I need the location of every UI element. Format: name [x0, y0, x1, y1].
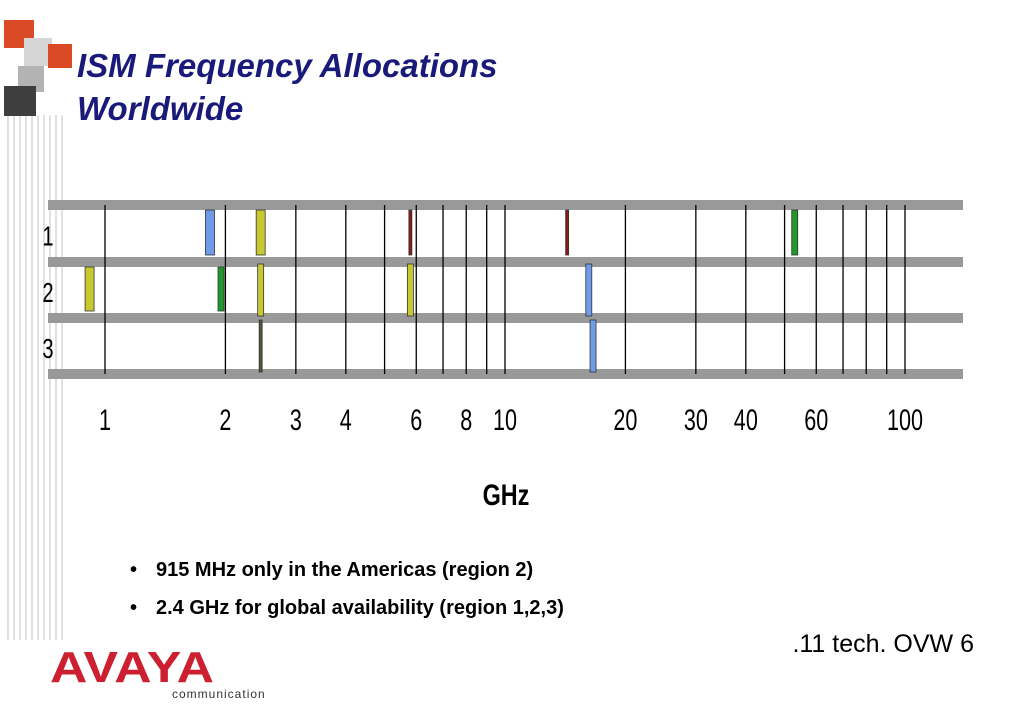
- allocation-region1-5.8ghz: [408, 209, 413, 256]
- tick-label-40: 40: [734, 402, 758, 436]
- allocation-region2-1.95ghz: [217, 266, 225, 312]
- logo-wordmark: AVAYA: [50, 646, 214, 692]
- tick-label-2: 2: [219, 402, 231, 436]
- region-label-2: 2: [42, 278, 53, 309]
- decor-square-lightgrey: [24, 38, 52, 66]
- allocation-region2-16.2ghz: [585, 263, 593, 317]
- axis-label-ghz: GHz: [483, 478, 530, 511]
- bullet-item: 915 MHz only in the Americas (region 2): [128, 556, 564, 594]
- allocation-region2-2.45ghz: [257, 263, 265, 317]
- frequency-gridlines: [104, 205, 906, 374]
- tick-label-6: 6: [410, 402, 422, 436]
- tick-label-20: 20: [613, 402, 637, 436]
- region-label-3: 3: [42, 334, 53, 365]
- tick-label-8: 8: [460, 402, 472, 436]
- allocation-region2-5.8ghz: [406, 263, 414, 317]
- allocation-region2-0.915ghz: [84, 266, 95, 312]
- allocation-region1-14.3ghz: [565, 209, 570, 256]
- decor-square-red-small: [48, 44, 72, 68]
- allocation-region3-2.45ghz: [258, 319, 263, 373]
- slide-title-line2: Worldwide: [77, 90, 244, 127]
- allocation-markers: [84, 209, 799, 373]
- bullet-list: 915 MHz only in the Americas (region 2) …: [128, 556, 564, 632]
- corner-decoration: [4, 20, 72, 640]
- frequency-allocation-diagram: 1 2 3 1 2 3 4 6 8 10 20 30 40 60 100 GHz: [42, 200, 963, 512]
- region-label-1: 1: [42, 221, 53, 252]
- tick-label-100: 100: [887, 402, 923, 436]
- tick-label-60: 60: [804, 402, 828, 436]
- tick-label-3: 3: [290, 402, 302, 436]
- frequency-tick-labels: 1 2 3 4 6 8 10 20 30 40 60 100: [99, 402, 923, 436]
- tick-label-1: 1: [99, 402, 111, 436]
- bullet-item: 2.4 GHz for global availability (region …: [128, 594, 564, 632]
- tick-label-30: 30: [684, 402, 708, 436]
- tick-label-10: 10: [493, 402, 517, 436]
- decor-square-dark: [4, 86, 36, 116]
- slide-title-line1: ISM Frequency Allocations: [77, 47, 498, 84]
- allocation-region3-16.6ghz: [589, 319, 597, 373]
- avaya-logo: AVAYA communication: [50, 646, 266, 701]
- logo-tagline: communication: [172, 687, 266, 701]
- slide-footer-reference: .11 tech. OVW 6: [792, 630, 974, 658]
- region-labels: 1 2 3: [42, 221, 53, 364]
- tick-label-4: 4: [340, 402, 352, 436]
- slide-title: ISM Frequency Allocations Worldwide: [77, 44, 498, 130]
- allocation-region1-53ghz: [791, 209, 799, 256]
- allocation-region1-1.83ghz: [205, 209, 215, 256]
- allocation-region1-2.45ghz: [255, 209, 266, 256]
